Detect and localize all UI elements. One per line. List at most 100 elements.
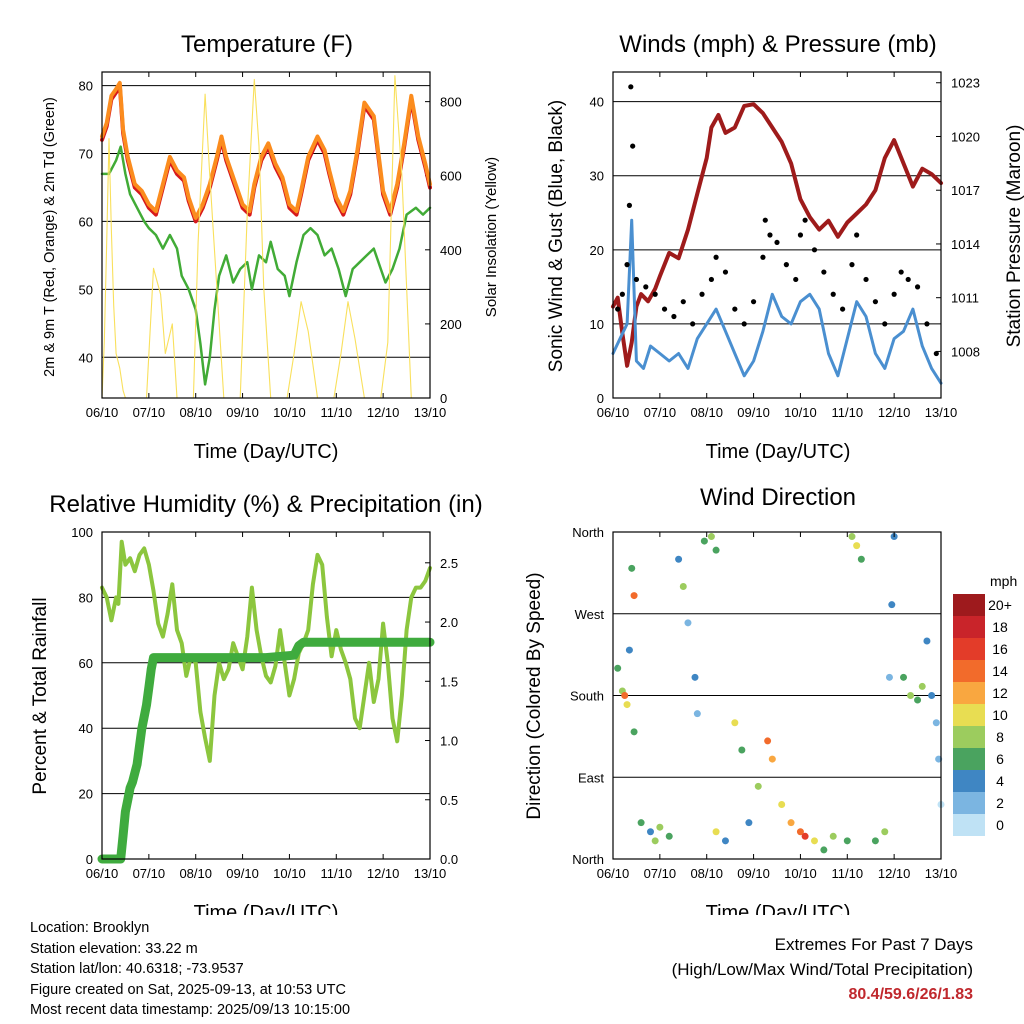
winds-gust-point xyxy=(722,269,729,275)
direction-point xyxy=(918,682,926,690)
winds-x-tick-label: 10/10 xyxy=(784,405,817,420)
humidity-x-tick-label: 13/10 xyxy=(414,866,447,881)
colorbar-level-label: 14 xyxy=(992,663,1008,679)
temperature-series-solar xyxy=(101,75,431,399)
direction-point xyxy=(768,755,776,763)
direction-x-tick-label: 08/10 xyxy=(690,866,723,881)
humidity-x-tick-label: 07/10 xyxy=(133,866,166,881)
humidity-x-tick-label: 09/10 xyxy=(226,866,259,881)
winds-gust-point xyxy=(882,321,888,327)
colorbar-swatch xyxy=(953,748,985,770)
colorbar-level-label: 12 xyxy=(992,685,1008,701)
winds-x-tick-label: 12/10 xyxy=(878,405,911,420)
winds-y-tick-label: 20 xyxy=(590,243,604,258)
direction-point xyxy=(928,692,936,699)
humidity-y2-tick-label: 2.0 xyxy=(440,615,458,630)
winds-x-tick-label: 07/10 xyxy=(644,405,677,420)
winds-y-tick-label: 0 xyxy=(597,391,604,406)
winds-gust-point xyxy=(783,262,789,268)
humidity-series-precipitation xyxy=(97,637,435,864)
winds-gust-point xyxy=(849,262,855,268)
direction-point xyxy=(693,710,701,718)
direction-y-tick-label: South xyxy=(570,689,604,704)
direction-point xyxy=(888,601,896,609)
winds-y2-tick-label: 1017 xyxy=(951,183,980,198)
winds-y2-tick-label: 1008 xyxy=(951,344,980,359)
direction-y-tick-label: West xyxy=(575,607,605,622)
direction-point xyxy=(665,832,673,840)
winds-gust-point xyxy=(741,321,747,327)
temperature-x-tick-label: 07/10 xyxy=(133,405,166,420)
humidity-y2-tick-label: 0.0 xyxy=(440,852,458,867)
direction-point xyxy=(623,701,631,709)
winds-gust-point xyxy=(652,291,658,297)
winds-gust-point xyxy=(615,306,621,312)
colorbar-level-label: 8 xyxy=(996,729,1004,745)
direction-ylabel: Direction (Colored By Speed) xyxy=(524,572,545,819)
direction-x-tick-label: 07/10 xyxy=(644,866,677,881)
colorbar-swatch xyxy=(953,704,985,726)
colorbar-swatch xyxy=(953,638,985,660)
winds-gust-point xyxy=(914,284,921,290)
winds-gust-point xyxy=(760,254,766,260)
direction-point xyxy=(630,728,638,736)
direction-point xyxy=(630,592,638,600)
humidity-y-tick-label: 80 xyxy=(79,590,93,605)
winds-gust-point xyxy=(708,276,715,283)
humidity-y2-tick-label: 0.5 xyxy=(440,793,458,808)
humidity-ylabel: Percent & Total Rainfall xyxy=(30,597,51,794)
direction-plot-frame xyxy=(612,531,942,860)
direction-point xyxy=(907,692,915,699)
direction-point xyxy=(646,828,654,836)
direction-point xyxy=(656,823,664,831)
winds-x-tick-label: 06/10 xyxy=(597,405,630,420)
figure-created: Figure created on Sat, 2025-09-13, at 10… xyxy=(30,981,346,998)
direction-point xyxy=(857,555,865,563)
winds-gust-point xyxy=(863,276,869,283)
humidity-y2-tick-label: 1.5 xyxy=(440,674,458,689)
direction-point xyxy=(691,673,699,681)
winds-gust-point xyxy=(797,232,804,238)
station-elevation: Station elevation: 33.22 m xyxy=(30,940,198,957)
colorbar-level-label: 20+ xyxy=(988,597,1012,613)
colorbar-title: mph xyxy=(990,573,1017,589)
temperature-x-tick-label: 11/10 xyxy=(320,405,352,420)
direction-chart-title: Wind Direction xyxy=(700,484,856,511)
winds-xlabel: Time (Day/UTC) xyxy=(706,441,851,463)
direction-point xyxy=(712,546,720,554)
winds-series-sonic-wind xyxy=(611,218,943,385)
winds-x-tick-label: 11/10 xyxy=(831,405,863,420)
colorbar-swatch xyxy=(953,726,985,748)
direction-point xyxy=(731,719,739,727)
temperature-x-tick-label: 09/10 xyxy=(226,405,259,420)
temperature-y2-tick-label: 0 xyxy=(440,391,447,406)
direction-point xyxy=(923,637,931,645)
direction-point xyxy=(621,692,629,699)
winds-chart-title: Winds (mph) & Pressure (mb) xyxy=(619,31,936,58)
direction-point xyxy=(796,828,804,836)
direction-point xyxy=(885,673,893,681)
humidity-y2-tick-label: 2.5 xyxy=(440,556,458,571)
winds-y2-tick-label: 1011 xyxy=(951,291,979,306)
temperature-x-tick-label: 06/10 xyxy=(86,405,119,420)
direction-point xyxy=(829,832,837,840)
temperature-series-2m-td xyxy=(100,145,432,386)
winds-gust-point xyxy=(690,321,696,327)
direction-point xyxy=(675,555,683,563)
humidity-x-tick-label: 08/10 xyxy=(179,866,212,881)
temperature-y2-tick-label: 600 xyxy=(440,169,462,184)
direction-point xyxy=(914,696,922,704)
humidity-y-tick-label: 20 xyxy=(79,787,93,802)
winds-gust-point xyxy=(762,217,768,223)
humidity-x-tick-label: 11/10 xyxy=(320,866,352,881)
direction-x-tick-label: 06/10 xyxy=(597,866,630,881)
direction-point xyxy=(745,819,753,827)
winds-gust-point xyxy=(793,276,799,283)
humidity-x-tick-label: 06/10 xyxy=(86,866,119,881)
direction-point xyxy=(843,837,851,845)
direction-x-tick-label: 12/10 xyxy=(878,866,911,881)
charts-canvas: Temperature (F) Winds (mph) & Pressure (… xyxy=(30,31,1024,915)
direction-point xyxy=(628,564,636,572)
direction-point xyxy=(871,837,879,845)
temperature-x-tick-label: 10/10 xyxy=(273,405,306,420)
